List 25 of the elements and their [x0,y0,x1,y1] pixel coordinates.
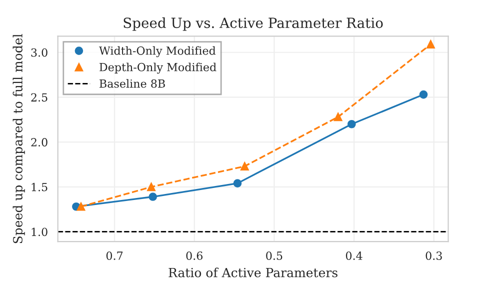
legend-label: Width-Only Modified [99,46,216,58]
point [347,120,356,128]
point [76,202,86,211]
point [233,179,242,188]
point [334,112,342,122]
y-tick-label: 3.0 [31,48,48,57]
x-tick-label: 0.6 [186,252,203,260]
legend-label: Depth-Only Modified [100,62,216,74]
x-tick-label: 0.4 [346,252,362,260]
point [240,162,249,170]
x-tick-label: 0.7 [106,252,123,260]
chart-title: Speed Up vs. Active Parameter Ratio [124,17,383,31]
y-axis-title: Speed up compared to full model [12,34,25,244]
point [419,90,428,99]
point [147,182,156,192]
legend-label: Baseline 8B [100,79,165,88]
x-axis-title: Ratio of Active Parameters [168,268,338,278]
x-tick-label: 0.5 [266,252,282,260]
y-tick-label: 2.0 [31,138,48,146]
point [426,40,435,48]
point [148,192,158,201]
y-tick-label: 1.0 [32,228,48,236]
x-tick-label: 0.3 [426,252,442,260]
y-tick-label: 1.5 [32,182,48,192]
y-tick-label: 2.5 [31,93,48,102]
